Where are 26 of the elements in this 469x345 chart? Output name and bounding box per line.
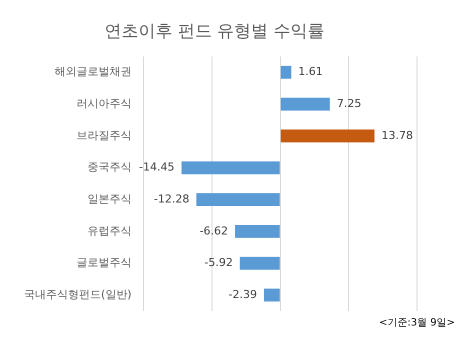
data-label: -14.45	[139, 160, 175, 174]
y-tick-label: 브라질주식	[76, 128, 132, 142]
bar	[280, 66, 292, 79]
y-tick-label: 러시아주식	[76, 96, 132, 110]
y-tick-label: 글로벌주식	[76, 256, 132, 270]
y-tick-label: 중국주식	[88, 160, 132, 174]
y-tick-label: 국내주식형펀드(일반)	[24, 288, 132, 301]
data-label: -6.62	[200, 224, 228, 238]
bar	[280, 98, 330, 111]
data-label: 13.78	[381, 128, 413, 142]
text: <기준:3월 9일>	[378, 318, 455, 329]
bar	[240, 256, 280, 270]
bar	[264, 288, 280, 302]
chart-title: 연초이후 펀드 유형별 수익률	[104, 22, 325, 42]
y-tick-label: 해외글로벌채권	[54, 65, 132, 78]
data-label: -12.28	[154, 192, 190, 206]
data-label: 1.61	[298, 65, 323, 78]
bar	[235, 224, 280, 238]
bar	[196, 193, 280, 206]
bar	[182, 161, 280, 174]
data-label: -2.39	[228, 288, 257, 301]
data-label: 7.25	[336, 96, 362, 110]
bar	[280, 130, 374, 142]
data-label: -5.92	[204, 256, 233, 270]
y-tick-label: 유럽주식	[88, 224, 132, 238]
y-tick-label: 일본주식	[88, 192, 132, 206]
